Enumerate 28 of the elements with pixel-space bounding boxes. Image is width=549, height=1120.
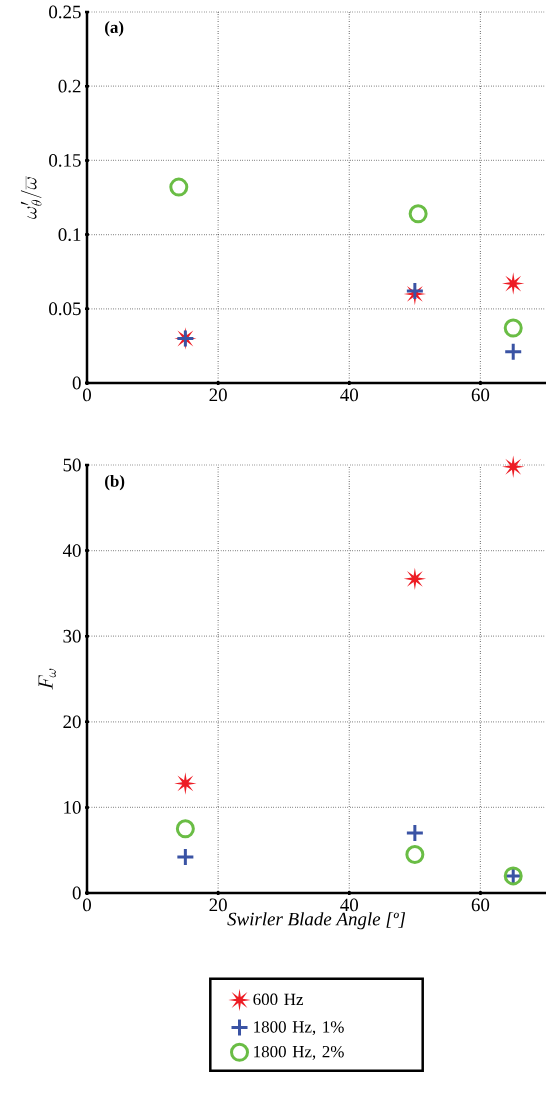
legend-label: 600 Hz xyxy=(253,993,304,1006)
y-tick-label: 0.2 xyxy=(58,79,81,93)
legend-label: 1800 Hz, 1% xyxy=(254,1021,344,1036)
annotation: (b) xyxy=(105,474,125,491)
x-tick-label: 60 xyxy=(471,898,490,912)
y-tick-label: 0 xyxy=(72,376,81,390)
y-tick-label: 0.1 xyxy=(58,228,81,242)
x-tick-label: 0 xyxy=(82,388,91,402)
y-tick-label: 40 xyxy=(62,544,81,557)
x-tick-label: 20 xyxy=(209,898,227,912)
x-tick-label: 20 xyxy=(209,388,227,402)
y-tick-label: 30 xyxy=(63,629,81,643)
x-axis-title: Swirler Blade Angle [º] xyxy=(227,912,406,930)
y-axis-title: $F_\omega$ xyxy=(38,668,56,690)
x-tick-label: 0 xyxy=(82,898,91,912)
x-tick-label: 40 xyxy=(340,898,359,912)
y-tick-label: 0.25 xyxy=(49,5,81,19)
y-tick-label: 50 xyxy=(63,458,81,472)
y-tick-label: 20 xyxy=(63,715,81,729)
y-tick-label: 10 xyxy=(64,801,81,814)
annotation: (a) xyxy=(105,21,124,37)
y-tick-label: 0.15 xyxy=(49,153,81,167)
y-axis-title: $\omega'_\theta/\overline{\omega}$ xyxy=(20,176,42,219)
y-tick-label: 0.05 xyxy=(49,302,81,316)
x-tick-label: 60 xyxy=(471,388,490,402)
y-tick-label: 0 xyxy=(72,886,81,900)
legend-label: 1800 Hz, 2% xyxy=(254,1045,344,1060)
x-tick-label: 40 xyxy=(340,388,359,402)
